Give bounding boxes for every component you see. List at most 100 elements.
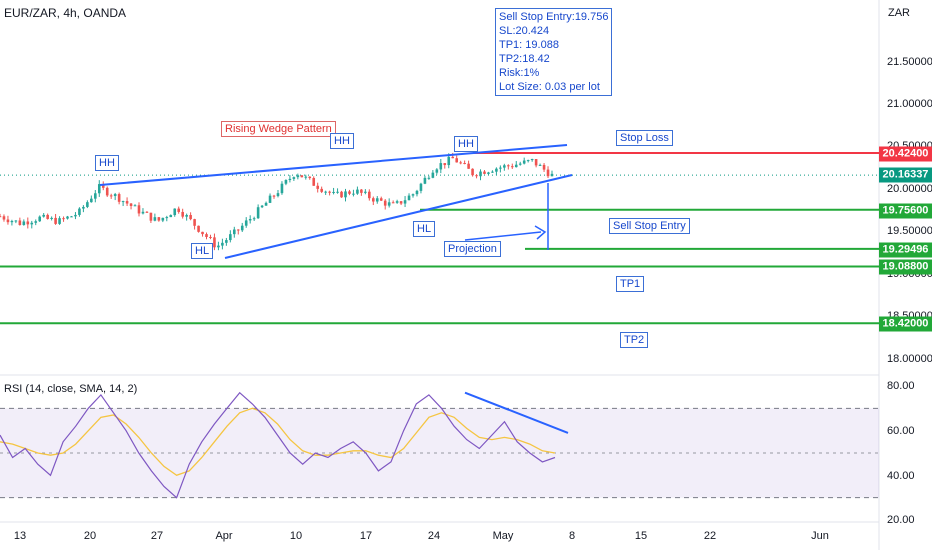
tp1-label[interactable]: TP1 [616,276,645,292]
candle-body [141,211,145,214]
candle-body [324,191,327,193]
candle-body [360,189,363,193]
candle-body [399,201,403,204]
time-tick: Jun [811,530,829,542]
candle-body [62,218,65,220]
time-tick: 15 [634,530,648,542]
hh-label-3[interactable]: HH [454,136,478,152]
candle-body [423,177,427,184]
trade-info-box[interactable]: Sell Stop Entry:19.756 SL:20.424 TP1: 19… [495,8,613,96]
candle-body [495,168,498,172]
wedge-lower-trendline [224,174,573,259]
candle-body [268,195,272,203]
candle-body [66,216,69,219]
candle-body [304,176,308,178]
candle-body [185,215,188,217]
sell-stop-entry-label[interactable]: Sell Stop Entry [609,218,690,234]
price-tick: 19.50000 [887,225,932,237]
candle-body [288,178,292,181]
time-tick: 24 [427,530,441,542]
candle-body [193,219,196,226]
candle-body [221,242,224,246]
candle-body [217,245,220,248]
candle-body [427,177,431,179]
candle-body [276,193,280,197]
candle-body [233,229,236,235]
candle-body [510,166,514,168]
symbol-title[interactable]: EUR/ZAR, 4h, OANDA [4,6,127,20]
hh-label-2[interactable]: HH [330,133,354,149]
time-tick: 27 [150,530,164,542]
hl-label-1[interactable]: HL [191,243,214,259]
candle-body [149,212,153,221]
candle-body [538,164,542,166]
candle-body [137,205,141,214]
time-tick: 10 [289,530,303,542]
candle-body [352,193,355,195]
candle-body [332,191,335,193]
candle-body [161,217,165,221]
hl-label-2[interactable]: HL [413,221,436,237]
candle-body [391,202,395,204]
candle-body [189,215,192,220]
wedge-upper-trendline [99,144,568,186]
candle-body [447,156,451,166]
candle-body [550,173,554,177]
candle-body [443,163,447,166]
rsi-indicator-label[interactable]: RSI (14, close, SMA, 14, 2) [4,383,138,395]
price-tick: 18.00000 [887,353,932,365]
candle-body [205,234,208,237]
candle-body [101,184,105,188]
candle-body [300,175,304,178]
candle-body [10,220,14,223]
time-tick: 20 [83,530,97,542]
candle-body [522,160,526,164]
candle-body [475,175,478,177]
candle-body [471,168,474,176]
candle-body [383,200,387,206]
candle-body [240,225,244,231]
candle-body [395,201,399,203]
candle-body [177,208,181,212]
candle-body [113,194,117,197]
candle-body [451,156,455,159]
candle-body [181,211,184,217]
candle-body [419,183,423,191]
candle-body [14,220,18,222]
hh-label-1[interactable]: HH [95,155,119,171]
candle-body [78,208,81,215]
candle-body [0,216,2,218]
candle-body [18,220,22,225]
candle-body [308,176,312,179]
candle-body [117,194,121,202]
candle-body [546,169,550,177]
candle-body [133,205,137,207]
candle-body [197,225,200,232]
projection-arrow-line [464,231,542,241]
candle-body [415,190,419,195]
projection-arrow-head [534,225,547,240]
candle-body [542,164,546,170]
candle-body [97,184,101,194]
candle-body [86,202,89,207]
rsi-band-fill [0,408,879,498]
candle-body [403,200,407,204]
projection-label[interactable]: Projection [444,241,501,257]
rising-wedge-label[interactable]: Rising Wedge Pattern [221,121,336,137]
candle-body [356,189,359,194]
candle-body [284,180,288,184]
candle-body [499,167,502,169]
candle-body [439,163,443,170]
candle-body [507,165,510,167]
rsi-divergence-line [464,391,569,434]
candle-body [272,195,276,197]
rsi-tick: 40.00 [887,470,915,482]
candle-body [387,202,391,206]
candle-body [157,217,161,221]
candle-body [530,159,534,161]
candle-body [121,201,125,203]
rsi-tick: 20.00 [887,514,915,526]
stop-loss-label[interactable]: Stop Loss [616,130,673,146]
tp2-label[interactable]: TP2 [620,332,649,348]
